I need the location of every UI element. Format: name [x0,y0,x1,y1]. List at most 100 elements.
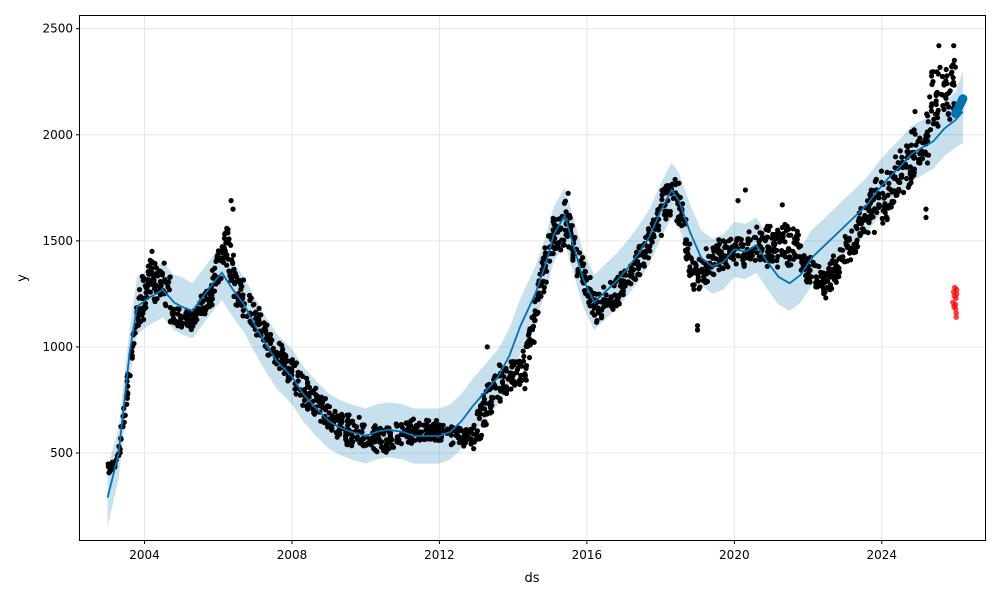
observed-point [561,237,567,243]
observed-point [372,447,378,453]
observed-point [581,288,588,294]
observed-point [354,436,360,442]
observed-point [810,259,816,265]
observed-point [746,255,752,261]
observed-point [470,425,476,431]
observed-point [377,425,383,431]
observed-point [776,235,782,241]
observed-point [931,116,937,122]
x-tick-label: 2008 [277,548,308,562]
observed-point [661,212,667,218]
observed-point [219,244,225,250]
observed-point [659,197,665,203]
observed-point [161,260,167,266]
observed-point [295,378,301,384]
observed-point [124,401,130,407]
observed-point [292,386,298,392]
observed-point [403,420,409,426]
observed-point [301,397,308,403]
y-tick-label: 1000 [42,340,73,354]
observed-point [836,265,842,271]
observed-point [791,256,797,262]
observed-point [770,258,776,264]
observed-point [439,427,445,433]
observed-point [723,261,729,267]
observed-point [857,217,864,223]
observed-point [520,348,526,354]
observed-point [764,263,770,269]
observed-point [621,278,627,284]
observed-point [641,261,647,267]
observed-point [414,425,420,431]
observed-point [857,233,863,239]
observed-point [759,235,765,241]
observed-point [924,113,931,119]
observed-point [827,274,833,280]
observed-point [247,297,253,303]
observed-point [718,250,724,256]
observed-point [505,376,511,382]
y-axis-label: y [15,274,30,282]
observed-point [716,237,722,243]
observed-point [830,253,837,259]
observed-point [344,418,350,424]
observed-point [428,436,434,442]
observed-point [825,278,831,284]
observed-point [753,235,759,241]
y-tick-label: 500 [50,446,73,460]
observed-point [426,418,432,424]
observed-point [541,289,547,295]
x-tick-label: 2024 [867,548,898,562]
observed-point [740,255,746,261]
observed-point [756,238,762,244]
observed-point [851,250,857,256]
observed-point [156,268,162,274]
observed-point [927,94,933,100]
observed-point [129,353,135,359]
observed-point [865,230,871,236]
observed-point [211,288,218,294]
observed-point [656,227,662,233]
observed-point [706,253,712,259]
observed-point [314,397,320,403]
observed-point [830,260,837,266]
observed-point [851,241,857,247]
observed-point [503,384,509,390]
observed-point [162,277,168,283]
observed-point [159,272,165,278]
observed-point [713,243,720,249]
observed-point [170,306,176,312]
observed-point [246,292,253,299]
observed-point [692,266,699,272]
observed-point [710,271,716,277]
observed-point [476,409,483,415]
observed-point [105,464,112,470]
observed-point [842,258,849,265]
observed-point [240,307,246,313]
observed-point [907,164,913,170]
observed-point [935,107,941,113]
observed-point [882,202,888,208]
observed-point [535,309,541,316]
observed-point [416,420,422,426]
observed-point [719,256,725,262]
observed-point [398,431,404,438]
observed-point [461,437,467,443]
observed-point [318,394,325,400]
observed-point [410,416,416,422]
observed-point [521,353,527,359]
observed-point [484,344,490,350]
y-tick-label: 2000 [42,128,73,142]
observed-point [398,441,404,447]
observed-point [683,256,690,262]
observed-point [929,73,935,79]
observed-point [792,252,798,258]
observed-point [582,268,588,274]
observed-point [434,421,440,427]
anomaly-point [953,291,960,297]
observed-point [305,402,311,408]
observed-point [542,245,548,251]
observed-point [264,322,270,328]
observed-point [620,288,626,294]
observed-point [697,284,703,290]
